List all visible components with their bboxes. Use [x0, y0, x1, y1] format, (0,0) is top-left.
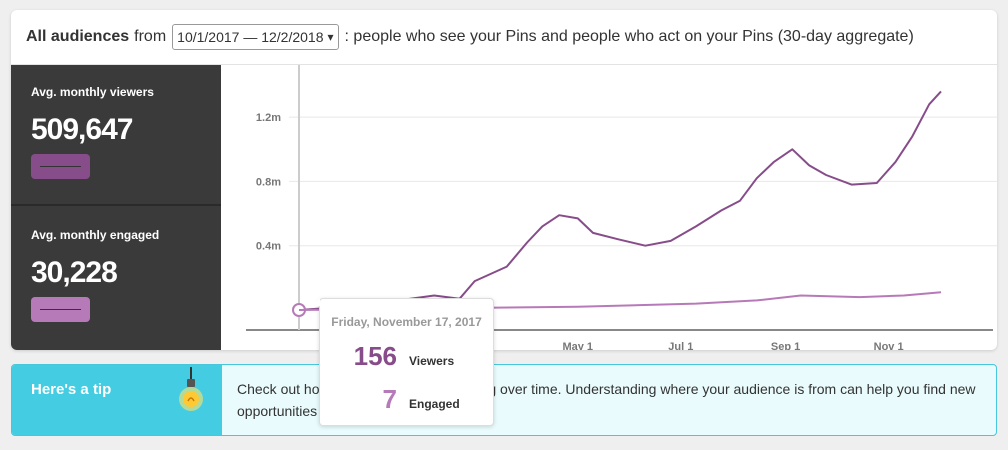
chevron-down-icon: ▾ [327, 30, 334, 44]
engaged-label: Avg. monthly engaged [31, 228, 160, 242]
chart-tooltip: Friday, November 17, 2017 156 Viewers 7 … [312, 298, 494, 426]
stats-panel: Avg. monthly viewers 509,647 Avg. monthl… [11, 65, 221, 350]
tooltip-viewers-value: 156 [353, 341, 397, 371]
date-range-value: 10/1/2017 — 12/2/2018 [177, 29, 324, 45]
x-tick-label: Sep 1 [771, 341, 800, 350]
y-tick-label: 0.8m [256, 176, 281, 188]
tip-header: Here's a tip [12, 365, 222, 435]
tooltip-engaged-value: 7 [382, 384, 397, 414]
x-tick-label: May 1 [562, 341, 593, 350]
from-label: from [134, 28, 167, 45]
series-line-viewers [298, 90, 942, 311]
tooltip-viewers-row: 156 Viewers [320, 341, 493, 372]
viewers-legend-swatch[interactable] [31, 154, 90, 179]
audience-title: All audiences [26, 28, 130, 45]
y-tick-label: 0.4m [256, 241, 281, 253]
engaged-value: 30,228 [31, 256, 118, 289]
engaged-stat[interactable]: Avg. monthly engaged 30,228 [11, 208, 221, 349]
tooltip-date: Friday, November 17, 2017 [331, 315, 482, 329]
tooltip-engaged-label: Engaged [409, 397, 460, 411]
date-range-select[interactable]: 10/1/2017 — 12/2/2018 ▾ [172, 24, 339, 50]
audience-description: : people who see your Pins and people wh… [344, 28, 914, 45]
tooltip-engaged-row: 7 Engaged [320, 384, 493, 415]
tip-banner: Here's a tip Check out how your audience… [11, 364, 997, 436]
audience-chart[interactable]: 0.4m 0.8m 1.2m May 1 Jul 1 Sep 1 Nov 1 [221, 65, 997, 350]
tip-title: Here's a tip [31, 381, 112, 398]
x-tick-label: Jul 1 [668, 341, 693, 350]
viewers-label: Avg. monthly viewers [31, 85, 154, 99]
tooltip-viewers-label: Viewers [409, 354, 455, 368]
lightbulb-icon [179, 367, 203, 411]
viewers-stat[interactable]: Avg. monthly viewers 509,647 [11, 65, 221, 206]
viewers-value: 509,647 [31, 113, 133, 146]
engaged-legend-swatch[interactable] [31, 297, 90, 322]
tooltip-arrow [312, 298, 320, 306]
y-tick-label: 1.2m [256, 112, 281, 124]
chart-svg: 0.4m 0.8m 1.2m May 1 Jul 1 Sep 1 Nov 1 [246, 65, 997, 350]
x-tick-label: Nov 1 [874, 341, 904, 350]
audience-card: All audiences from 10/1/2017 — 12/2/2018… [11, 10, 997, 350]
card-header: All audiences from 10/1/2017 — 12/2/2018… [11, 10, 997, 65]
